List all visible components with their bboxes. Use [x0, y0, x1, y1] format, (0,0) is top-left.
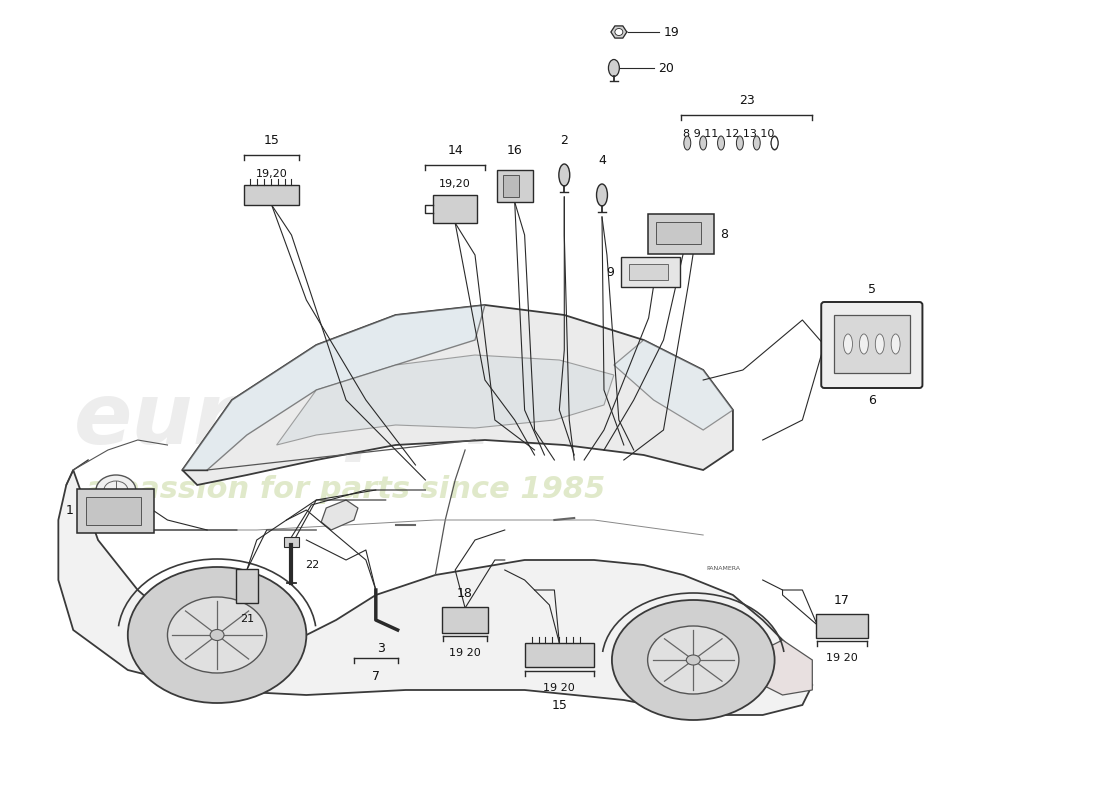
- Text: 19: 19: [663, 26, 680, 38]
- FancyBboxPatch shape: [244, 185, 299, 205]
- Text: 15: 15: [264, 134, 279, 147]
- Text: a passion for parts since 1985: a passion for parts since 1985: [87, 475, 606, 505]
- Text: 21: 21: [240, 614, 254, 624]
- Text: 6: 6: [868, 394, 876, 407]
- Text: 8: 8: [720, 227, 728, 241]
- Polygon shape: [183, 305, 733, 485]
- Ellipse shape: [684, 136, 691, 150]
- Text: 23: 23: [739, 94, 755, 107]
- Ellipse shape: [104, 481, 128, 499]
- FancyBboxPatch shape: [442, 607, 488, 633]
- Ellipse shape: [608, 59, 619, 77]
- Ellipse shape: [96, 475, 135, 505]
- Text: 19 20: 19 20: [543, 683, 575, 693]
- Text: 19 20: 19 20: [826, 653, 858, 663]
- FancyBboxPatch shape: [834, 315, 910, 373]
- Text: 3: 3: [377, 642, 385, 655]
- Text: 19,20: 19,20: [256, 169, 287, 179]
- Text: 1: 1: [65, 503, 74, 517]
- FancyBboxPatch shape: [822, 302, 923, 388]
- Ellipse shape: [615, 29, 623, 35]
- Text: 19 20: 19 20: [449, 648, 481, 658]
- Ellipse shape: [648, 626, 739, 694]
- Ellipse shape: [686, 655, 701, 665]
- Text: 18: 18: [458, 587, 473, 600]
- Polygon shape: [183, 305, 485, 470]
- Ellipse shape: [700, 136, 706, 150]
- Ellipse shape: [736, 136, 744, 150]
- Text: 17: 17: [834, 594, 850, 607]
- Ellipse shape: [612, 600, 774, 720]
- Text: 22: 22: [306, 560, 320, 570]
- Ellipse shape: [844, 334, 852, 354]
- FancyBboxPatch shape: [816, 614, 868, 638]
- FancyBboxPatch shape: [77, 489, 154, 533]
- Polygon shape: [610, 26, 627, 38]
- Text: PANAMERA: PANAMERA: [706, 566, 740, 570]
- FancyBboxPatch shape: [235, 569, 257, 603]
- Ellipse shape: [559, 164, 570, 186]
- Polygon shape: [762, 640, 812, 695]
- FancyBboxPatch shape: [525, 643, 594, 667]
- Text: 8 9 11  12 13 10: 8 9 11 12 13 10: [683, 129, 774, 139]
- Ellipse shape: [876, 334, 884, 354]
- FancyBboxPatch shape: [503, 175, 519, 197]
- Text: 5: 5: [868, 283, 876, 296]
- FancyBboxPatch shape: [648, 214, 714, 254]
- FancyBboxPatch shape: [620, 257, 681, 287]
- FancyBboxPatch shape: [497, 170, 532, 202]
- Text: 14: 14: [448, 144, 463, 157]
- FancyBboxPatch shape: [284, 537, 299, 547]
- Text: 7: 7: [372, 670, 379, 683]
- Text: 15: 15: [551, 699, 568, 712]
- Text: 16: 16: [507, 144, 522, 157]
- Text: 9: 9: [606, 266, 614, 278]
- Ellipse shape: [167, 597, 266, 673]
- FancyBboxPatch shape: [629, 264, 669, 280]
- Text: 19,20: 19,20: [439, 179, 471, 189]
- Text: eurospares: eurospares: [74, 378, 618, 462]
- Ellipse shape: [754, 136, 760, 150]
- Polygon shape: [276, 355, 614, 445]
- Text: 4: 4: [598, 154, 606, 167]
- Ellipse shape: [210, 630, 224, 641]
- Polygon shape: [321, 500, 358, 530]
- Ellipse shape: [596, 184, 607, 206]
- Ellipse shape: [128, 567, 307, 703]
- Polygon shape: [614, 340, 733, 430]
- FancyBboxPatch shape: [433, 195, 477, 223]
- FancyBboxPatch shape: [656, 222, 701, 244]
- Polygon shape: [58, 470, 812, 715]
- Ellipse shape: [717, 136, 725, 150]
- Text: 2: 2: [560, 134, 569, 147]
- Ellipse shape: [891, 334, 900, 354]
- Text: 20: 20: [659, 62, 674, 74]
- Ellipse shape: [859, 334, 868, 354]
- Ellipse shape: [771, 136, 778, 150]
- Ellipse shape: [771, 137, 778, 150]
- FancyBboxPatch shape: [86, 497, 141, 525]
